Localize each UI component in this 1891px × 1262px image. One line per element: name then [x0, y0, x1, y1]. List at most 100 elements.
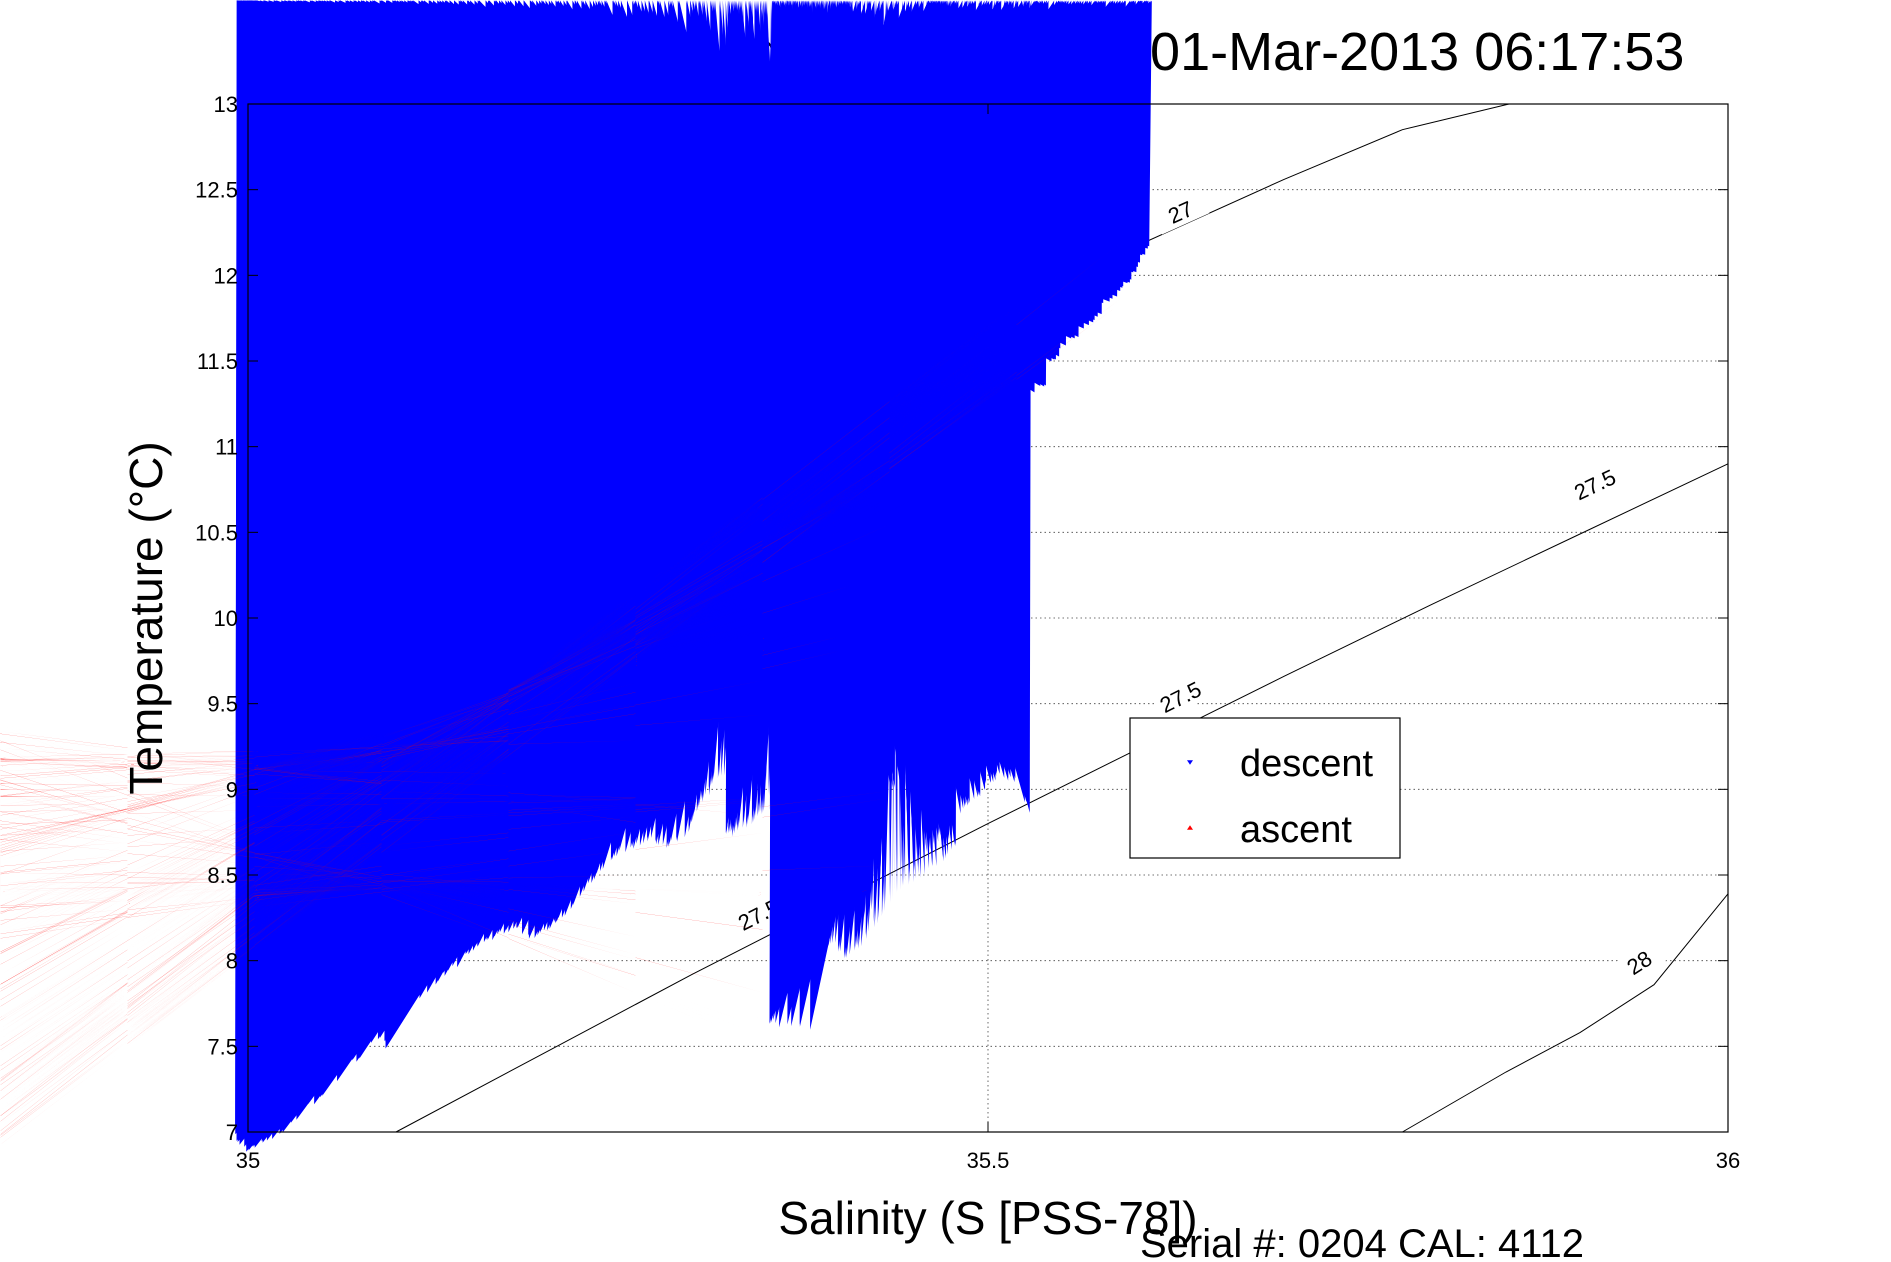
ascent-point [0, 872, 884, 886]
ascent-point [0, 794, 843, 845]
ascent-point [0, 594, 848, 851]
ascent-point [0, 793, 884, 886]
ascent-point [0, 638, 840, 843]
ascent-point [0, 257, 1079, 1081]
ascent-point [0, 732, 730, 1030]
ascent-point [0, 596, 842, 844]
ascent-point [0, 678, 813, 816]
ascent-point [0, 720, 771, 774]
ascent-point [0, 359, 1048, 1050]
ascent-point [0, 765, 763, 807]
ascent-point [0, 733, 731, 836]
ascent-point [0, 733, 732, 831]
descent-point [253, 0, 1061, 1061]
ascent-point [0, 816, 814, 950]
ascent-point [0, 528, 904, 906]
y-axis-label: Temperature (°C) [120, 441, 172, 794]
ascent-point [0, 728, 763, 766]
ascent-point [0, 790, 903, 906]
ascent-point [0, 686, 805, 808]
ascent-point [0, 824, 932, 935]
ascent-point [0, 250, 1090, 1093]
x-tick-label: 36 [1716, 1148, 1740, 1173]
ascent-point [0, 436, 968, 971]
ascent-point [0, 460, 960, 963]
ascent-point [0, 878, 876, 885]
ascent-point [0, 511, 923, 925]
ascent-point [0, 793, 872, 874]
ascent-point [0, 362, 1037, 1039]
ascent-point [0, 743, 741, 818]
ascent-point [0, 258, 1074, 1076]
ascent-point [0, 811, 810, 952]
ascent-point [0, 783, 781, 799]
ascent-point [0, 585, 851, 853]
ascent-point [0, 848, 846, 910]
ascent-point [0, 379, 1021, 1023]
ascent-point [0, 742, 741, 821]
y-tick-label: 7 [226, 1120, 238, 1145]
ascent-point [0, 756, 765, 768]
ascent-point [0, 504, 929, 932]
ascent-point [0, 547, 891, 894]
y-tick-label: 7.5 [207, 1034, 238, 1059]
ascent-point [0, 278, 1135, 1138]
ascent-point [0, 446, 967, 970]
ascent-point [0, 542, 895, 898]
ascent-point [0, 422, 983, 986]
ascent-point [0, 646, 836, 839]
ascent-point [0, 441, 966, 968]
ascent-point [0, 816, 930, 932]
ascent-point [0, 794, 833, 836]
ascent-point [0, 388, 1014, 1017]
ascent-point [0, 257, 1097, 1100]
ascent-point [0, 301, 1114, 1116]
ascent-point [0, 397, 1004, 1007]
ascent-point [0, 257, 1087, 1090]
ascent-point [0, 496, 933, 936]
ascent-point [0, 836, 926, 929]
ascent-point [0, 483, 950, 952]
ascent-point [0, 473, 951, 954]
y-tick-label: 10 [214, 606, 238, 631]
ascent-point [0, 793, 791, 978]
ascent-point [0, 417, 982, 985]
ascent-point [0, 558, 879, 881]
ascent-point [0, 863, 895, 898]
ascent-point [0, 761, 759, 802]
ascent-point [0, 809, 925, 928]
ascent-point [0, 736, 734, 826]
ascent-point [0, 796, 929, 931]
ascent-point [0, 869, 867, 892]
ascent-point [0, 368, 1029, 1032]
ascent-point [0, 282, 1135, 1138]
ascent-point [0, 769, 768, 1022]
ascent-point [0, 758, 756, 1029]
ascent-point [0, 255, 1096, 1099]
ascent-point [0, 710, 785, 788]
ascent-point [0, 763, 762, 779]
ascent-point [0, 778, 776, 1019]
ascent-point [0, 793, 791, 802]
ascent-point [0, 668, 825, 828]
ascent-point [0, 848, 912, 914]
ascent-point [0, 860, 904, 906]
ascent-point [0, 793, 897, 900]
ascent-point [0, 614, 841, 843]
ascent-point [0, 398, 997, 1000]
ascent-point [0, 793, 831, 834]
legend-label-descent: descent [1240, 743, 1374, 785]
ascent-point [0, 742, 740, 821]
ascent-point [0, 797, 936, 939]
ascent-point [0, 403, 995, 998]
ascent-point [0, 256, 1089, 1091]
ascent-point [0, 809, 933, 935]
ascent-point [0, 489, 938, 940]
ascent-point [0, 768, 766, 805]
ascent-point [0, 794, 815, 818]
ascent-point [0, 760, 759, 774]
ascent-point [0, 554, 881, 884]
ascent-point [0, 780, 778, 1006]
ascent-point [0, 867, 865, 897]
